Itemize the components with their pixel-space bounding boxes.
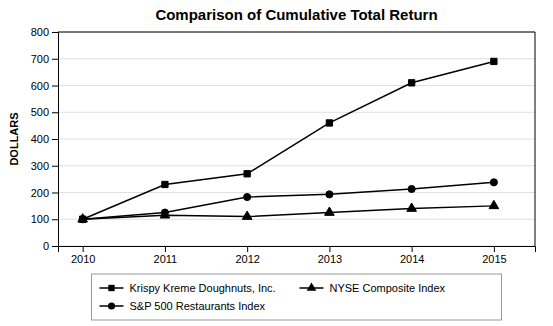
tick-mark (52, 86, 58, 87)
marker (326, 191, 333, 198)
tick-mark (52, 166, 58, 167)
tick-label: 800 (31, 26, 49, 38)
marker (79, 216, 86, 223)
tick-mark (52, 112, 58, 113)
tick-mark (52, 59, 58, 60)
tick: 800 (31, 26, 58, 38)
tick: 600 (31, 80, 58, 92)
marker (490, 179, 497, 186)
tick-label: 100 (31, 213, 49, 225)
marker (408, 185, 415, 192)
marker (161, 209, 168, 216)
tick-mark (83, 246, 84, 252)
legend-marker (108, 285, 114, 291)
marker (491, 58, 497, 64)
x-axis: 2010 2011 2012 2013 2014 2015 (59, 246, 536, 265)
tick: 2012 (235, 246, 259, 265)
grid-line (58, 139, 535, 140)
y-axis: 0 100 200 300 400 500 600 700 800 (31, 26, 59, 252)
tick-mark (412, 246, 413, 252)
tick-mark (52, 246, 58, 247)
tick-label: 700 (31, 53, 49, 65)
legend-item: S&P 500 Restaurants Index (100, 300, 266, 312)
tick-label: 2015 (482, 253, 506, 265)
series-group (78, 58, 499, 223)
marker (489, 200, 499, 208)
marker (160, 210, 170, 218)
tick: 100 (31, 213, 58, 225)
tick-mark (52, 32, 58, 33)
tick-label: 300 (31, 160, 49, 172)
tick-label: 200 (31, 187, 49, 199)
tick-label: 2011 (154, 253, 178, 265)
legend-label: Krispy Kreme Doughnuts, Inc. (130, 282, 276, 294)
tick-label: 500 (31, 106, 49, 118)
legend-marker (307, 282, 317, 290)
marker (326, 120, 332, 126)
line (83, 182, 494, 219)
tick: 300 (31, 160, 58, 172)
axis-line (59, 247, 536, 253)
marker (78, 214, 88, 222)
marker (325, 207, 335, 215)
grid-line (58, 219, 535, 220)
tick-label: 2010 (71, 253, 95, 265)
tick-mark (494, 246, 495, 252)
tick: 2011 (154, 246, 178, 265)
tick: 700 (31, 53, 58, 65)
tick: 500 (31, 106, 58, 118)
marker (244, 193, 251, 200)
marker (242, 211, 252, 219)
legend-item: Krispy Kreme Doughnuts, Inc. (100, 282, 276, 294)
frame (535, 32, 536, 246)
title: Comparison of Cumulative Total Return (155, 6, 437, 23)
line (83, 61, 494, 219)
plot: 2010 2011 2012 2013 2014 2015 0 100 200 300 400 500… (31, 26, 536, 265)
legend: Krispy Kreme Doughnuts, Inc. NYSE Composi… (92, 274, 502, 320)
frame (58, 32, 535, 33)
tick-label: 0 (43, 240, 49, 252)
grid (58, 32, 535, 246)
tick: 400 (31, 133, 58, 145)
grid-line (58, 192, 535, 193)
tick: 0 (43, 240, 58, 252)
legend-frame (92, 274, 502, 320)
y-axis-title: DOLLARS (8, 112, 20, 165)
tick-label: 2012 (235, 253, 259, 265)
tick-label: 2013 (318, 253, 342, 265)
tick: 2013 (318, 246, 342, 265)
grid-line (58, 58, 535, 59)
grid-line (58, 32, 535, 33)
tick: 2010 (71, 246, 95, 265)
marker (162, 181, 168, 187)
grid-line (58, 165, 535, 166)
grid-line (58, 112, 535, 113)
tick-mark (52, 193, 58, 194)
tick-mark (247, 246, 248, 252)
marker (80, 216, 86, 222)
tick: 2014 (400, 246, 424, 265)
tick-label: 600 (31, 80, 49, 92)
tick-mark (52, 139, 58, 140)
tick-label: 2014 (400, 253, 424, 265)
grid-line (58, 85, 535, 86)
legend-label: NYSE Composite Index (330, 282, 446, 294)
marker (407, 203, 417, 211)
tick-mark (329, 246, 330, 252)
tick: 2015 (482, 246, 506, 265)
marker (408, 80, 414, 86)
tick: 200 (31, 187, 58, 199)
chart: 2010 2011 2012 2013 2014 2015 0 100 200 300 400 500… (0, 0, 553, 326)
tick-label: 400 (31, 133, 49, 145)
legend-marker (108, 302, 115, 309)
tick-mark (165, 246, 166, 252)
marker (244, 171, 250, 177)
legend-label: S&P 500 Restaurants Index (130, 300, 266, 312)
legend-item: NYSE Composite Index (300, 282, 446, 294)
axis-line (52, 33, 59, 247)
line (83, 206, 494, 219)
tick-mark (52, 219, 58, 220)
